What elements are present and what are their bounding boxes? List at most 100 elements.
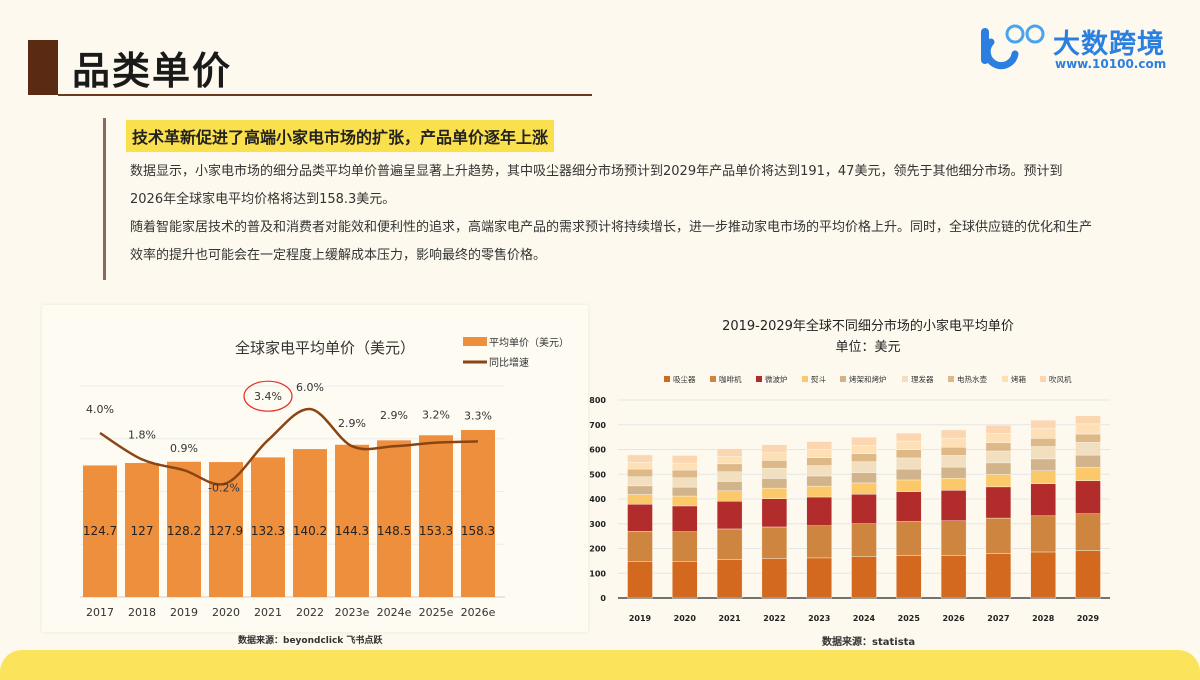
stacked-bar-segment — [1030, 428, 1056, 439]
stacked-bar-segment — [1075, 454, 1101, 468]
x-tick-label: 2021 — [254, 606, 282, 619]
y-tick-label: 300 — [589, 520, 606, 529]
brand-logo: 大数跨境 www.10100.com — [975, 20, 1185, 75]
bar-value-label: 124.7 — [83, 524, 117, 538]
x-tick-label: 2027 — [987, 614, 1009, 623]
bar-value-label: 148.5 — [377, 524, 411, 538]
summary-section: 技术革新促进了高端小家电市场的扩张，产品单价逐年上涨 数据显示，小家电市场的细分… — [103, 118, 1093, 280]
x-tick-label: 2023e — [335, 606, 370, 619]
stacked-bar-segment — [627, 476, 653, 487]
growth-label: 1.8% — [128, 428, 156, 441]
stacked-bar-segment — [1030, 483, 1056, 517]
stacked-bar-segment — [985, 462, 1012, 475]
x-tick-label: 2024 — [853, 614, 876, 623]
stacked-bar-segment — [851, 523, 877, 557]
x-tick-label: 2023 — [808, 614, 830, 623]
stacked-bar-segment — [940, 478, 967, 491]
bar — [377, 440, 411, 597]
title-accent-block — [28, 40, 58, 95]
x-tick-label: 2026 — [942, 614, 965, 623]
stacked-bar-segment — [627, 503, 653, 532]
legend-label: 微波炉 — [765, 374, 788, 384]
growth-label: 2.9% — [380, 409, 408, 422]
growth-label: -0.2% — [208, 481, 240, 494]
stacked-bar-segment — [1030, 438, 1056, 447]
stacked-bar-segment — [940, 520, 967, 556]
x-tick-label: 2018 — [128, 606, 156, 619]
legend-label: 同比增速 — [489, 356, 529, 369]
stacked-bar-segment — [985, 442, 1012, 452]
stacked-bar-segment — [672, 531, 698, 562]
stacked-bar-segment — [985, 517, 1012, 554]
stacked-bar-segment — [806, 557, 832, 599]
x-tick-label: 2028 — [1032, 614, 1055, 623]
stacked-bar-segment — [940, 555, 967, 599]
stacked-bar-segment — [1030, 515, 1056, 553]
stacked-bar-segment — [672, 495, 698, 507]
legend-label: 熨斗 — [811, 374, 826, 384]
growth-label: 6.0% — [296, 381, 324, 394]
bar — [167, 461, 201, 597]
stacked-bar-segment — [761, 487, 788, 499]
stacked-bar-segment — [1075, 415, 1101, 425]
stacked-bar-segment — [1075, 513, 1101, 551]
stacked-bar-segment — [985, 425, 1012, 434]
stacked-bar-segment — [1075, 480, 1101, 514]
bar — [293, 449, 327, 597]
stacked-bar-segment — [806, 485, 832, 498]
stacked-bar-segment — [896, 491, 922, 522]
stacked-bar-segment — [627, 462, 653, 470]
stacked-bar-segment — [716, 481, 743, 492]
bar — [419, 435, 453, 597]
stacked-bar-segment — [1075, 442, 1101, 456]
stacked-bar-segment — [940, 437, 967, 448]
x-tick-label: 2025e — [419, 606, 454, 619]
summary-paragraph: 随着智能家居技术的普及和消费者对能效和便利性的追求，高端家电产品的需求预计将持续… — [130, 220, 1093, 263]
stacked-bar-segment — [672, 477, 698, 488]
stacked-bar-segment — [896, 457, 922, 470]
legend-swatch-bar — [463, 337, 487, 346]
chart-subtitle: 单位：美元 — [835, 340, 900, 355]
stacked-bar-segment — [627, 561, 653, 599]
stacked-bar-segment — [851, 494, 877, 524]
bar-value-label: 128.2 — [167, 524, 201, 538]
x-tick-label: 2019 — [170, 606, 198, 619]
stacked-bar-segment — [940, 490, 967, 521]
bar — [335, 444, 369, 597]
stacked-bar-segment — [672, 505, 698, 532]
legend-label: 平均单价（美元） — [489, 336, 569, 349]
y-tick-label: 100 — [589, 569, 606, 578]
legend-swatch — [664, 376, 670, 382]
legend-swatch — [756, 376, 762, 382]
stacked-bar-segment — [806, 457, 832, 466]
stacked-bar-segment — [985, 433, 1012, 444]
stacked-bar-segment — [806, 465, 832, 477]
stacked-bar-segment — [896, 449, 922, 459]
stacked-bar-segment — [896, 440, 922, 450]
stacked-bar-segment — [806, 525, 832, 559]
growth-label: 0.9% — [170, 442, 198, 455]
y-tick-label: 0 — [600, 594, 606, 603]
stacked-bar-segment — [761, 460, 788, 469]
legend-swatch — [948, 376, 954, 382]
bar — [83, 465, 117, 597]
x-tick-label: 2019 — [629, 614, 652, 623]
stacked-bar-segment — [940, 455, 967, 468]
stacked-bar-segment — [627, 454, 653, 463]
stacked-bar-segment — [627, 485, 653, 495]
legend-label: 咖啡机 — [719, 374, 742, 384]
bar-value-label: 153.3 — [419, 524, 453, 538]
bar — [461, 429, 495, 597]
growth-label: 4.0% — [86, 403, 114, 416]
y-tick-label: 200 — [589, 545, 606, 554]
x-tick-label: 2026e — [461, 606, 496, 619]
growth-label: 3.4% — [254, 390, 282, 403]
stacked-bar-segment — [1030, 470, 1056, 484]
bar-value-label: 127 — [131, 524, 154, 538]
bar — [125, 463, 159, 597]
stacked-bar-segment — [896, 479, 922, 492]
legend-swatch — [1040, 376, 1046, 382]
stacked-bar-segment — [761, 558, 788, 599]
growth-line — [99, 407, 479, 486]
x-tick-label: 2020 — [674, 614, 697, 623]
